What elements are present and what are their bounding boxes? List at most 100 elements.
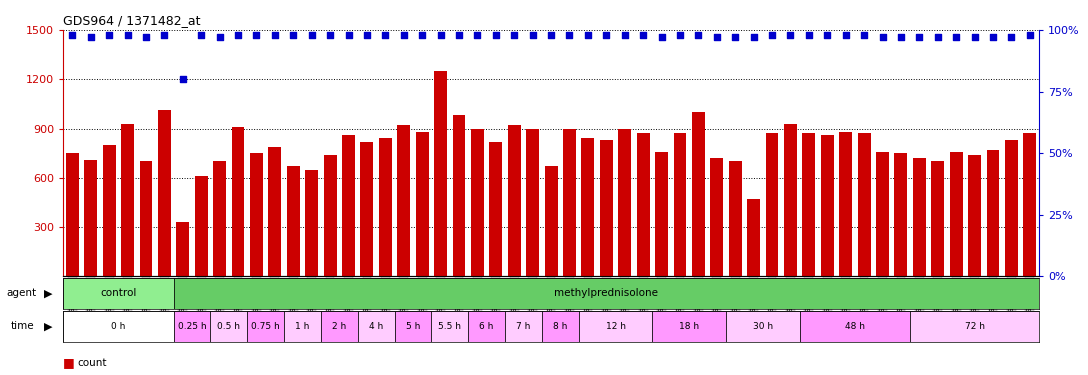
Bar: [84, 160, 97, 276]
Text: 6 h: 6 h: [480, 322, 494, 331]
Text: time: time: [11, 321, 35, 332]
Bar: [1024, 134, 1036, 276]
Text: control: control: [100, 288, 136, 298]
Point: [82, 34, 99, 40]
Point: [230, 32, 247, 38]
Point: [892, 34, 910, 40]
Point: [248, 32, 265, 38]
Point: [432, 32, 449, 38]
Bar: [210, 310, 247, 342]
Text: ▶: ▶: [44, 321, 52, 332]
Point: [506, 32, 523, 38]
Point: [524, 32, 542, 38]
Text: 72 h: 72 h: [965, 322, 985, 331]
Bar: [360, 142, 373, 276]
Bar: [692, 112, 705, 276]
Point: [119, 32, 136, 38]
Bar: [269, 147, 282, 276]
Text: 7 h: 7 h: [517, 322, 531, 331]
Point: [63, 32, 81, 38]
Text: 0 h: 0 h: [111, 322, 125, 331]
Bar: [655, 152, 668, 276]
Bar: [710, 158, 724, 276]
Text: 18 h: 18 h: [679, 322, 700, 331]
Text: count: count: [77, 358, 107, 368]
Bar: [63, 310, 174, 342]
Bar: [250, 153, 263, 276]
Point: [837, 32, 854, 38]
Bar: [803, 134, 815, 276]
Point: [911, 34, 928, 40]
Point: [855, 32, 873, 38]
Bar: [397, 125, 410, 276]
Point: [745, 34, 763, 40]
Bar: [876, 152, 889, 276]
Point: [156, 32, 173, 38]
Text: ■: ■: [63, 357, 75, 369]
Text: 1 h: 1 h: [295, 322, 310, 331]
Bar: [176, 222, 189, 276]
Bar: [508, 125, 521, 276]
Bar: [950, 152, 963, 276]
Bar: [323, 155, 336, 276]
Bar: [636, 134, 650, 276]
Bar: [158, 111, 171, 276]
Bar: [121, 124, 134, 276]
Text: 5.5 h: 5.5 h: [438, 322, 461, 331]
Bar: [729, 161, 742, 276]
Bar: [766, 134, 779, 276]
Bar: [232, 127, 245, 276]
Bar: [306, 170, 318, 276]
Point: [193, 32, 210, 38]
Point: [966, 34, 984, 40]
Point: [671, 32, 689, 38]
Point: [1003, 34, 1021, 40]
Bar: [505, 310, 542, 342]
Point: [597, 32, 615, 38]
Bar: [195, 176, 208, 276]
Point: [395, 32, 412, 38]
Bar: [673, 134, 687, 276]
Bar: [174, 278, 1039, 309]
Bar: [247, 310, 284, 342]
Bar: [358, 310, 395, 342]
Bar: [800, 310, 911, 342]
Point: [764, 32, 781, 38]
Bar: [490, 142, 503, 276]
Point: [469, 32, 486, 38]
Text: agent: agent: [7, 288, 37, 298]
Bar: [599, 140, 613, 276]
Bar: [416, 132, 429, 276]
Bar: [213, 161, 226, 276]
Bar: [911, 310, 1039, 342]
Bar: [579, 310, 653, 342]
Bar: [581, 138, 594, 276]
Point: [285, 32, 302, 38]
Point: [413, 32, 431, 38]
Bar: [139, 161, 152, 276]
Bar: [471, 129, 484, 276]
Point: [800, 32, 817, 38]
Bar: [174, 310, 210, 342]
Point: [634, 32, 652, 38]
Point: [321, 32, 338, 38]
Bar: [395, 310, 431, 342]
Bar: [747, 199, 761, 276]
Text: 0.5 h: 0.5 h: [218, 322, 240, 331]
Text: 12 h: 12 h: [606, 322, 626, 331]
Point: [579, 32, 596, 38]
Bar: [653, 310, 726, 342]
Point: [137, 34, 154, 40]
Point: [174, 76, 191, 82]
Bar: [726, 310, 800, 342]
Text: ▶: ▶: [44, 288, 52, 298]
Bar: [434, 71, 447, 276]
Bar: [287, 166, 299, 276]
Text: 4 h: 4 h: [369, 322, 383, 331]
Point: [708, 34, 726, 40]
Point: [358, 32, 375, 38]
Bar: [284, 310, 321, 342]
Point: [302, 32, 320, 38]
Text: GDS964 / 1371482_at: GDS964 / 1371482_at: [63, 15, 200, 27]
Bar: [527, 129, 539, 276]
